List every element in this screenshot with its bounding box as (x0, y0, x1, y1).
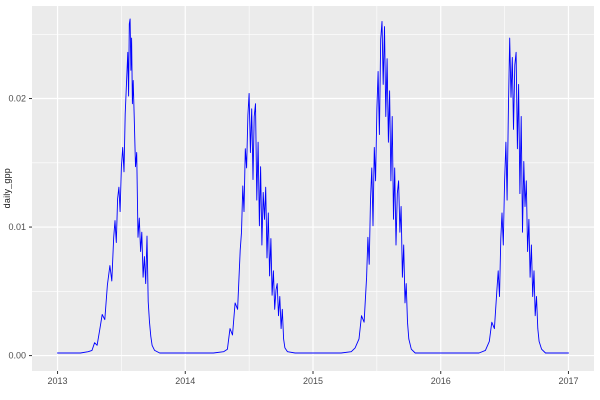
x-tick-label: 2014 (175, 376, 195, 386)
x-tick-label: 2013 (48, 376, 68, 386)
y-axis-title: daily_gpp (2, 168, 12, 209)
y-tick-label: 0.02 (8, 94, 26, 104)
y-axis-title-wrap: daily_gpp (2, 6, 12, 371)
x-tick-label: 2017 (558, 376, 578, 386)
y-tick-label: 0.00 (8, 351, 26, 361)
x-tick-label: 2016 (431, 376, 451, 386)
x-tick-label: 2015 (303, 376, 323, 386)
y-tick-label: 0.01 (8, 222, 26, 232)
gpp-line (57, 18, 569, 354)
